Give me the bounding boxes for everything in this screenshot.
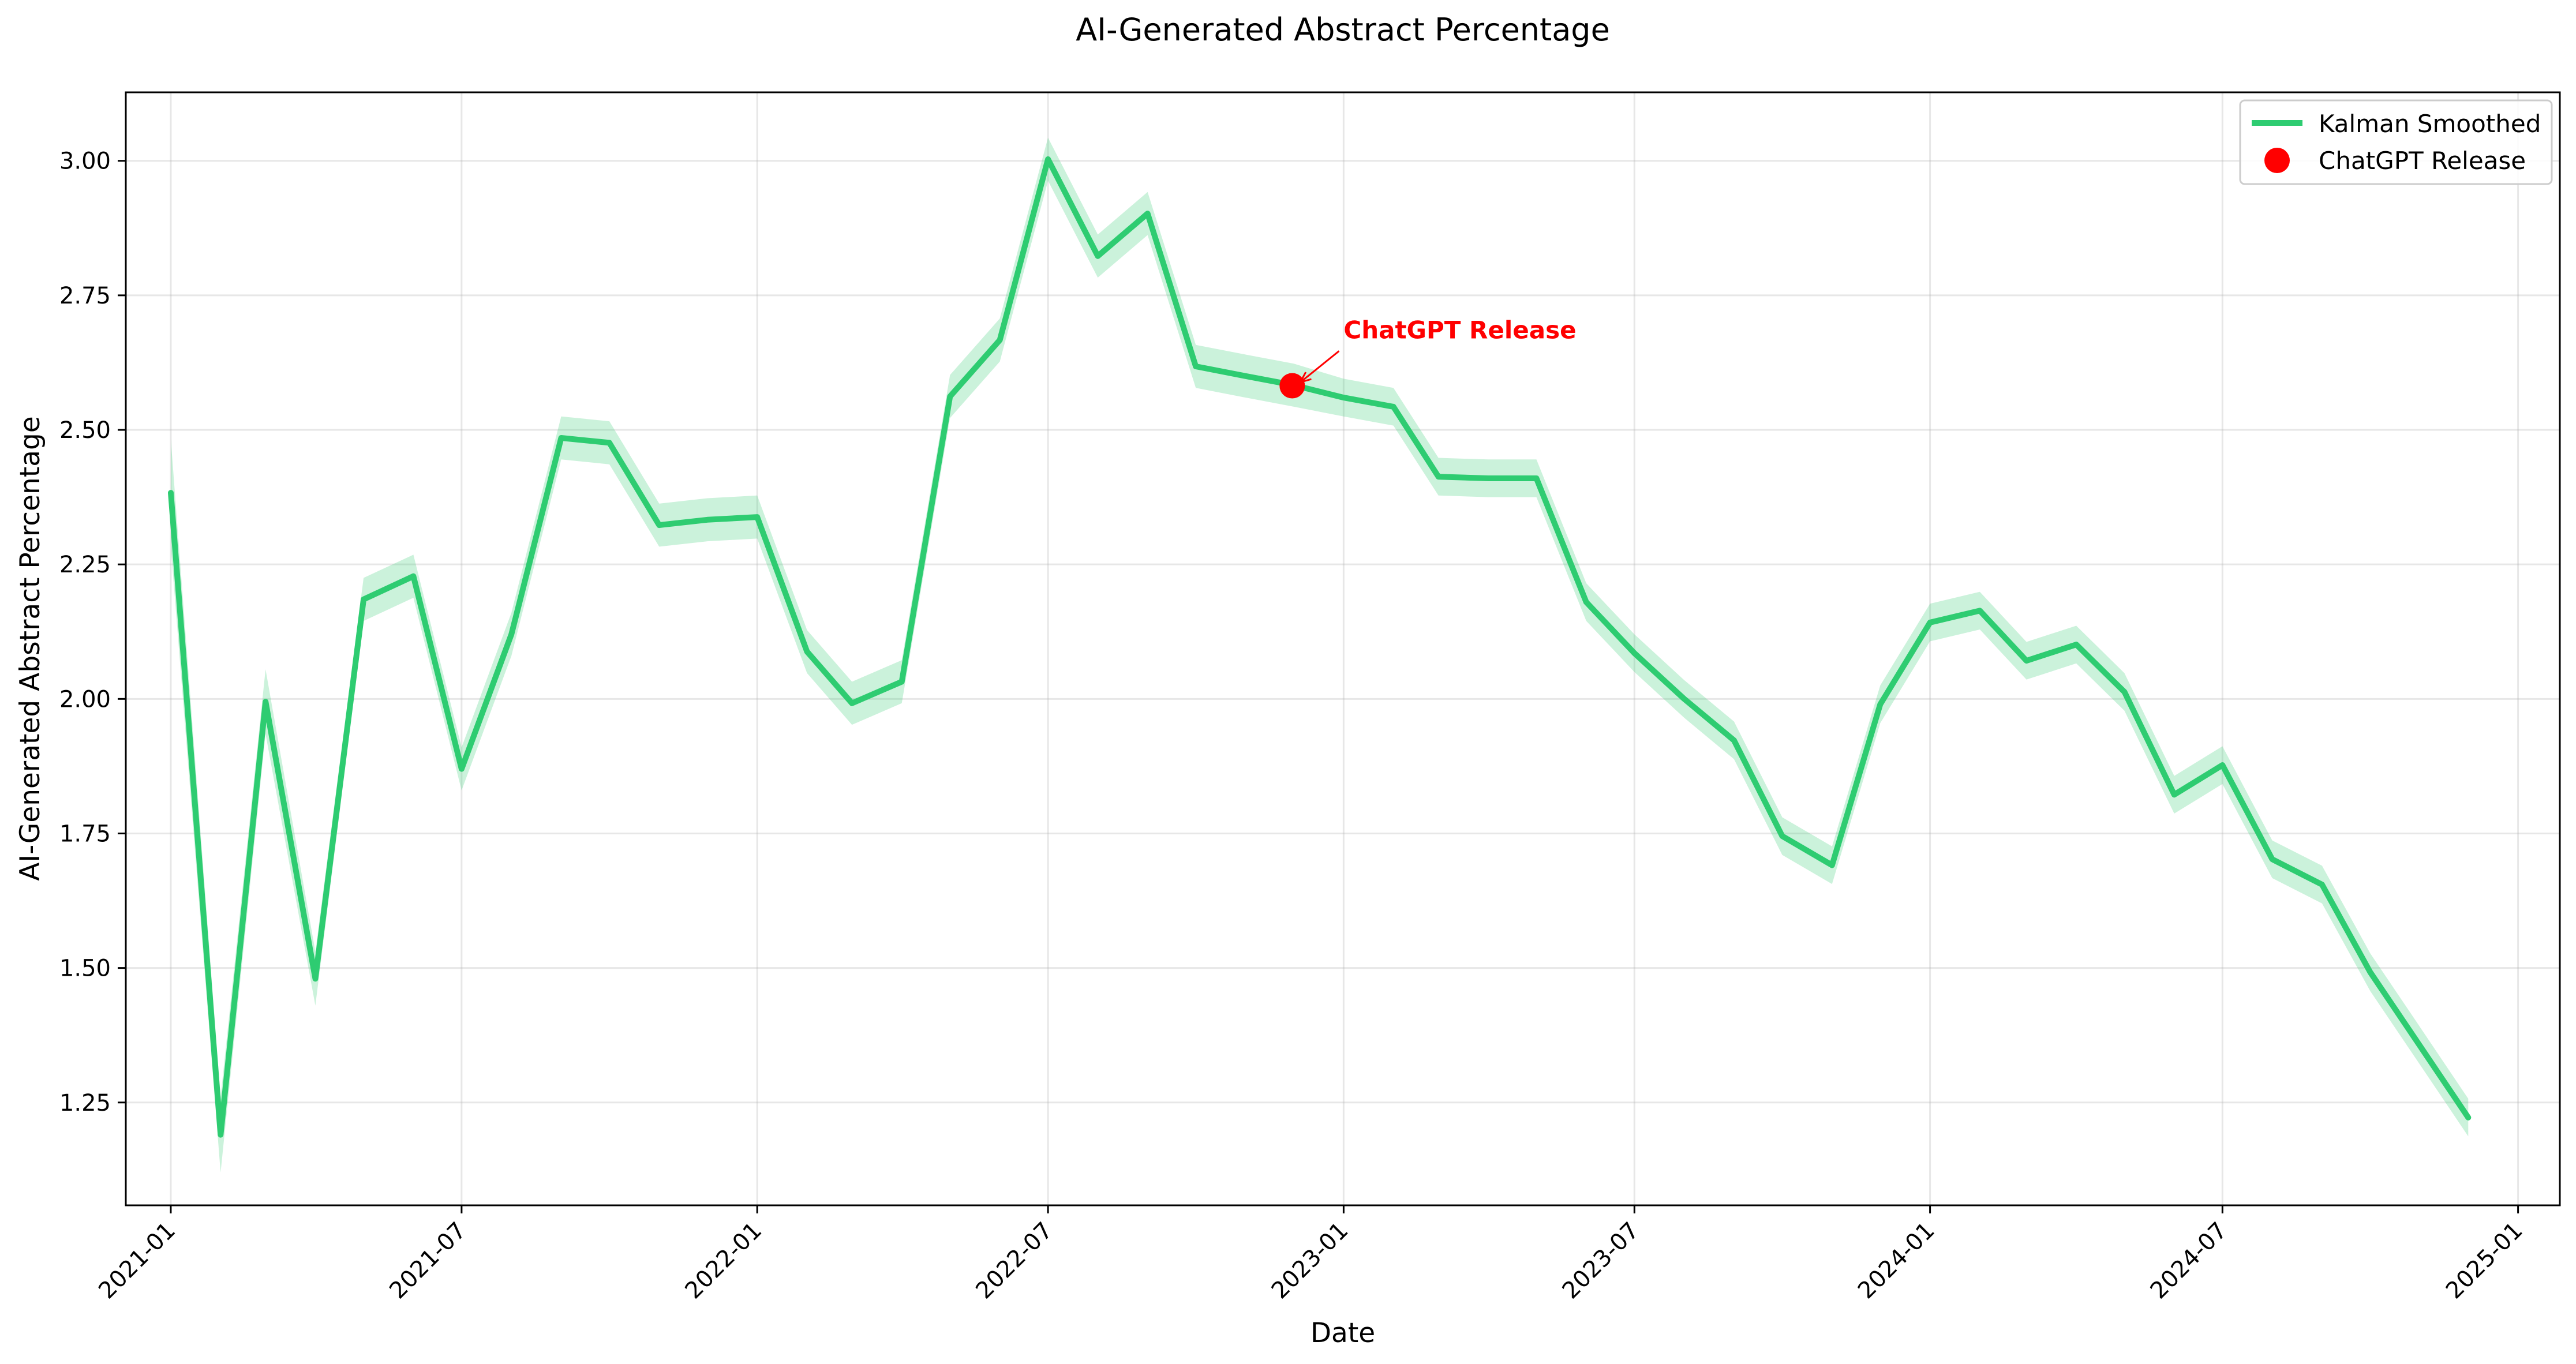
y-tick-label: 2.25 xyxy=(59,552,111,578)
legend-frame xyxy=(2239,99,2553,185)
annotation-arrowhead xyxy=(1298,372,1312,384)
data-point xyxy=(561,437,562,439)
data-point xyxy=(999,339,1001,340)
data-point xyxy=(170,492,171,493)
data-point xyxy=(413,576,414,577)
data-point xyxy=(2272,859,2273,860)
annotation-label: ChatGPT Release xyxy=(1343,316,1576,344)
y-tick-label: 1.25 xyxy=(59,1090,111,1116)
chart-title: AI-Generated Abstract Percentage xyxy=(1076,12,1610,48)
y-tick-label: 1.75 xyxy=(59,820,111,847)
annotations: ChatGPT Release xyxy=(1298,316,1577,384)
data-point xyxy=(707,519,708,520)
data-point xyxy=(807,651,808,652)
data-point xyxy=(2322,884,2323,885)
data-point xyxy=(949,396,950,397)
data-point xyxy=(2174,794,2175,795)
data-point xyxy=(1488,478,1489,479)
data-point xyxy=(1733,740,1735,741)
data-point xyxy=(1438,476,1439,477)
data-point xyxy=(315,978,316,979)
data-point xyxy=(1536,478,1537,479)
data-point xyxy=(2420,1046,2421,1047)
legend-label-series: Kalman Smoothed xyxy=(2319,110,2541,138)
data-point xyxy=(1930,622,1931,623)
y-axis: 1.25 1.50 1.75 2.00 2.25 2.50 2.75 3.00 xyxy=(59,148,126,1116)
data-point xyxy=(265,701,266,702)
x-axis-label: Date xyxy=(1311,1317,1375,1349)
data-point xyxy=(363,599,364,600)
data-point xyxy=(1147,213,1148,214)
data-point xyxy=(1343,397,1344,398)
data-point xyxy=(2124,691,2125,692)
y-axis-label: AI-Generated Abstract Percentage xyxy=(14,416,46,881)
y-tick-label: 1.50 xyxy=(59,955,111,982)
data-point xyxy=(1047,159,1049,160)
data-point xyxy=(2026,660,2027,661)
data-point xyxy=(1586,602,1587,603)
data-point xyxy=(1879,704,1881,705)
data-point xyxy=(851,703,852,704)
data-point xyxy=(2370,972,2371,973)
series-line xyxy=(168,156,2472,1138)
data-point xyxy=(2222,765,2223,766)
series-lines xyxy=(168,156,2472,1138)
chatgpt-release-marker xyxy=(1279,373,1305,399)
markers xyxy=(1279,373,1305,399)
data-point xyxy=(2468,1117,2469,1118)
y-tick-label: 2.75 xyxy=(59,283,111,309)
y-tick-label: 2.50 xyxy=(59,417,111,444)
data-point xyxy=(609,442,610,443)
data-point xyxy=(461,769,462,770)
data-point xyxy=(901,681,903,683)
y-tick-label: 2.00 xyxy=(59,686,111,713)
data-point xyxy=(1245,376,1246,377)
y-tick-label: 3.00 xyxy=(59,148,111,175)
data-point xyxy=(757,516,758,518)
annotation-arrow xyxy=(1300,350,1340,383)
legend-label-marker: ChatGPT Release xyxy=(2319,147,2526,175)
data-point xyxy=(1393,406,1394,407)
data-point xyxy=(1832,865,1833,866)
data-point xyxy=(1979,610,1980,611)
data-point xyxy=(1195,366,1196,367)
data-point xyxy=(1684,698,1685,699)
legend-marker-swatch xyxy=(2264,148,2290,173)
data-point xyxy=(1097,256,1098,257)
confidence-band xyxy=(171,137,2469,1173)
plot-background xyxy=(126,92,2560,1205)
data-point xyxy=(658,524,660,526)
data-point xyxy=(2076,644,2077,645)
data-point xyxy=(511,634,512,635)
plot-area: ChatGPT Release xyxy=(125,91,2561,1206)
data-point xyxy=(1634,653,1635,654)
legend: Kalman Smoothed ChatGPT Release xyxy=(2239,99,2553,185)
data-point xyxy=(220,1134,221,1136)
confidence-band-area xyxy=(171,137,2469,1173)
data-point xyxy=(1782,835,1783,837)
